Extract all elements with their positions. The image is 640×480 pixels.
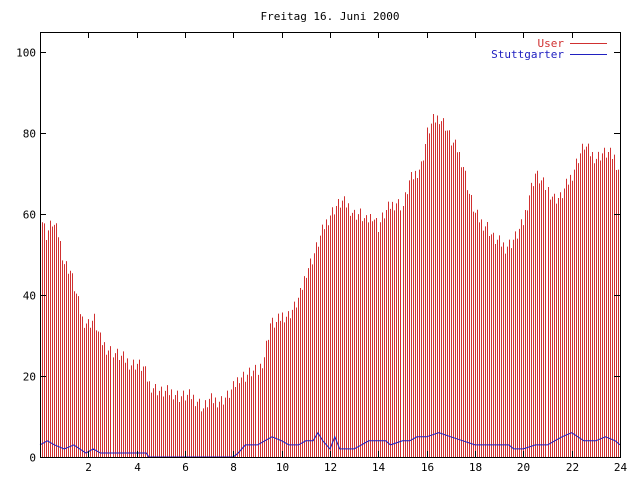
x-tick-label: 20 [517,461,530,474]
y-tick-label: 0 [29,452,36,465]
stuttgarter-line [39,431,621,458]
x-tick-label: 24 [614,461,628,474]
legend-label: Stuttgarter [491,48,564,61]
user-bars [40,113,621,457]
x-tick-label: 18 [469,461,482,474]
x-tick-label: 6 [182,461,189,474]
x-tick-label: 14 [372,461,386,474]
x-tick-label: 16 [421,461,434,474]
x-tick-label: 22 [566,461,579,474]
y-tick-label: 20 [23,371,36,384]
x-tick-label: 4 [134,461,141,474]
y-tick-label: 60 [23,209,36,222]
x-tick-label: 8 [230,461,237,474]
stuttgarter-line-group [39,431,621,458]
x-tick-label: 12 [324,461,337,474]
y-tick-label: 100 [16,47,36,60]
x-tick-label: 2 [85,461,92,474]
y-tick-label: 40 [23,290,36,303]
legend-label: User [538,37,565,50]
y-tick-label: 80 [23,128,36,141]
x-tick-label: 10 [276,461,289,474]
chart-title: Freitag 16. Juni 2000 [260,10,399,23]
